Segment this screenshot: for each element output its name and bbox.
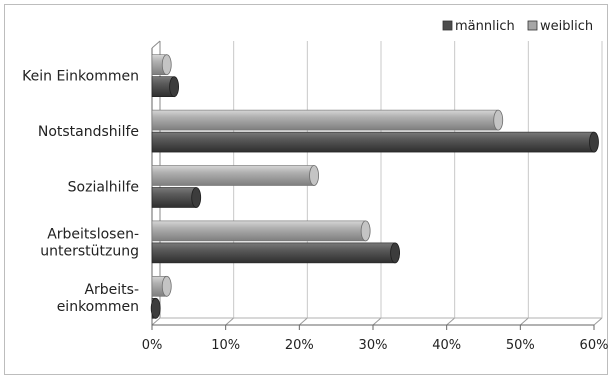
floor-gridline: [520, 317, 529, 326]
floor-gridline: [446, 317, 455, 326]
bar-weiblich: [151, 165, 319, 186]
floor-gridline: [225, 317, 234, 326]
x-tick-label: 40%: [432, 338, 461, 353]
category-label: Arbeits-einkommen: [57, 282, 139, 315]
legend-item: männlich: [442, 19, 515, 34]
labels-layer: 0% 10% 20% 30% 40% 50% 60% Kein Einkommen Notsta…: [22, 69, 608, 353]
bar-männlich: [151, 76, 180, 98]
legend-item: weiblich: [527, 19, 593, 34]
bar-cap: [390, 242, 401, 264]
bar-männlich: [151, 242, 401, 264]
legend-label: weiblich: [540, 19, 593, 34]
x-tick-label: 30%: [359, 338, 388, 353]
floor-gridline: [151, 317, 161, 326]
bar-body: [151, 165, 315, 186]
x-tick-label: 10%: [211, 338, 240, 353]
legend-label: männlich: [455, 19, 515, 34]
bar-cap: [161, 54, 172, 76]
chart-frame: [4, 4, 608, 375]
bar-body: [151, 131, 595, 153]
category-label: Notstandshilfe: [38, 124, 139, 140]
bar-männlich: [150, 297, 161, 319]
x-tick-label: 60%: [580, 338, 609, 353]
category-label: Arbeitslosen-unterstützung: [40, 226, 139, 259]
bar-weiblich: [151, 54, 172, 76]
category-label: Sozialhilfe: [68, 180, 139, 196]
floor-gridline: [299, 317, 308, 326]
bar-body: [151, 187, 197, 208]
legend-swatch: [527, 20, 538, 31]
bar-cap: [360, 220, 371, 242]
bar-cap: [191, 187, 202, 208]
bar-body: [151, 109, 499, 131]
wall-corner: [151, 40, 161, 49]
x-tick-label: 50%: [506, 338, 535, 353]
bar-cap: [161, 275, 172, 297]
bar-body: [151, 220, 366, 242]
bar-cap: [589, 131, 599, 153]
bar-cap: [150, 297, 161, 319]
floor-gridline: [593, 317, 603, 326]
floor-gridline: [372, 317, 382, 326]
legend: männlich weiblich: [442, 19, 593, 34]
bar-männlich: [151, 131, 599, 153]
bar-weiblich: [151, 220, 371, 242]
bar-weiblich: [151, 109, 504, 131]
category-label: Kein Einkommen: [22, 69, 139, 85]
bar-weiblich: [151, 275, 172, 297]
bar-männlich: [151, 187, 202, 208]
x-tick-label: 20%: [285, 338, 314, 353]
bar-cap: [493, 109, 504, 131]
bars-layer: [150, 54, 599, 319]
legend-swatch: [442, 20, 453, 31]
bar-body: [151, 242, 396, 264]
bar-cap: [169, 76, 180, 98]
bar-cap: [309, 165, 319, 186]
x-tick-label: 0%: [142, 338, 163, 353]
